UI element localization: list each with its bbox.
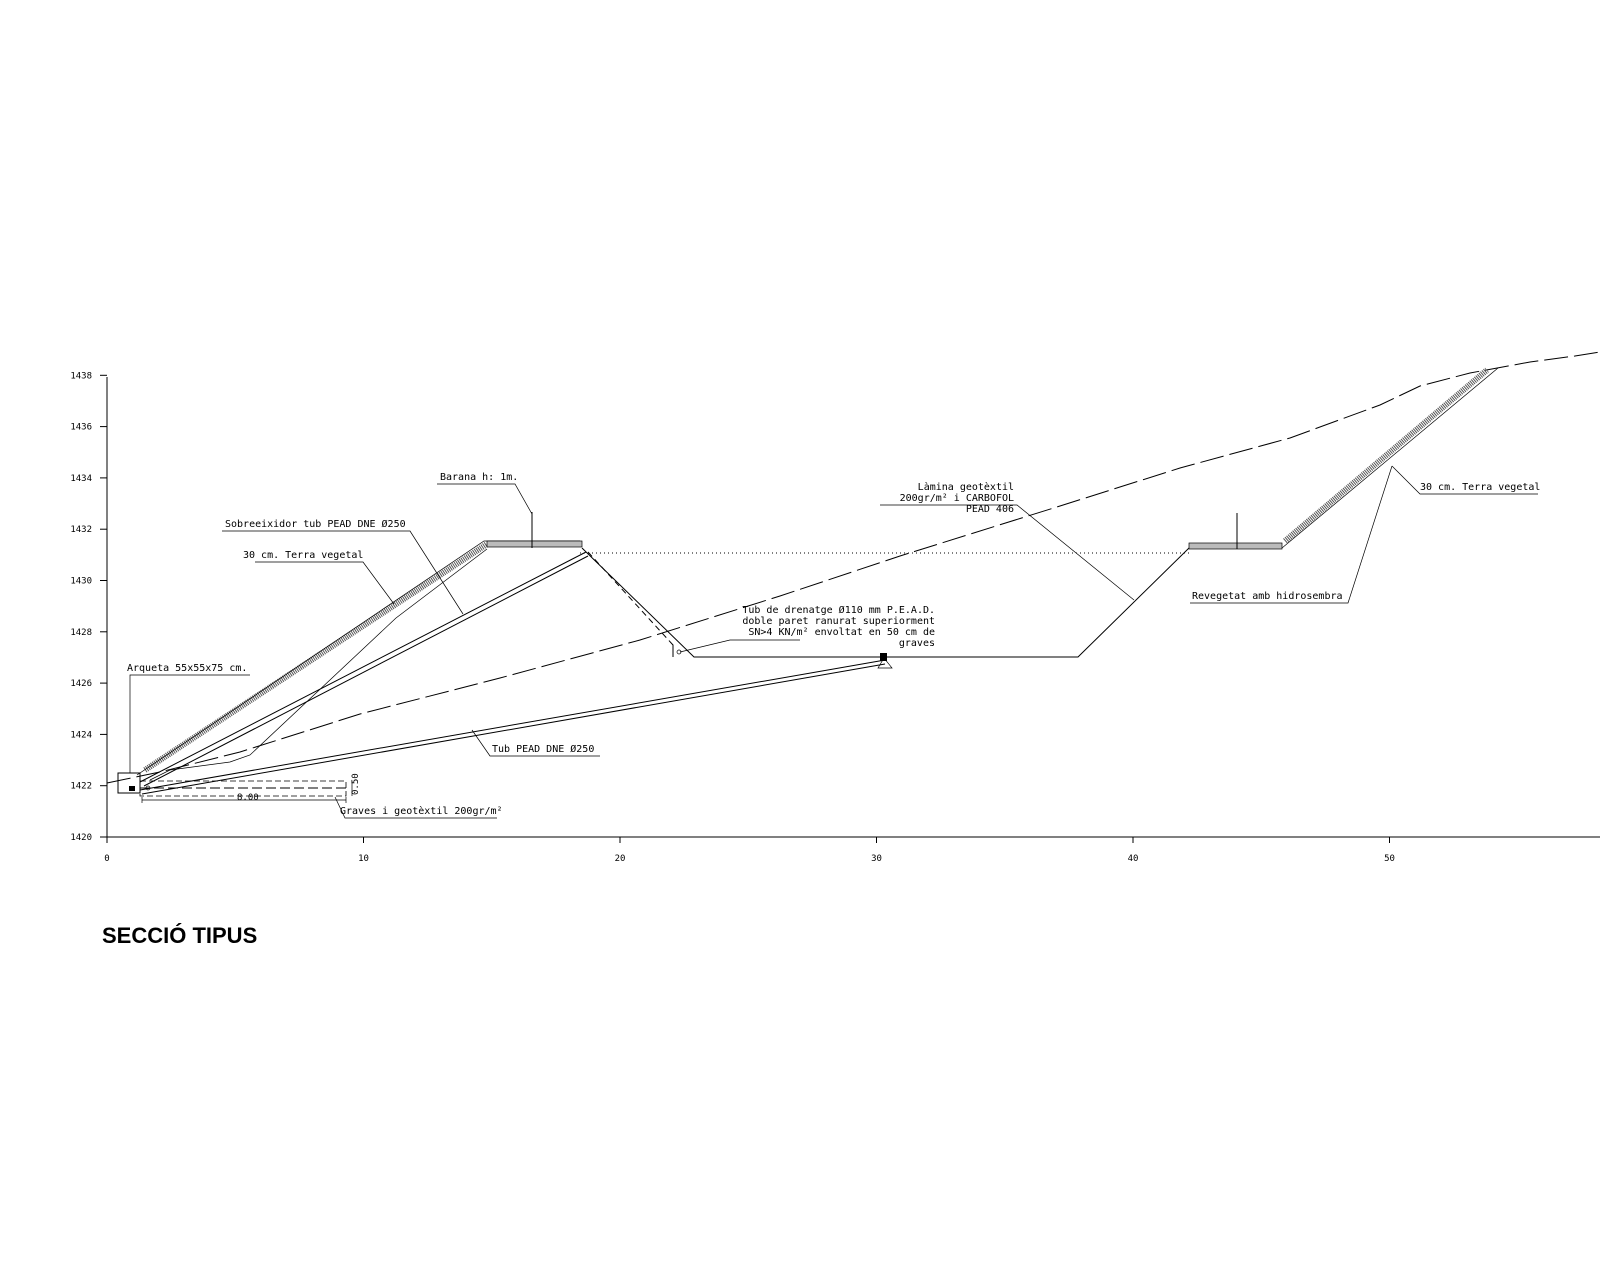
- arqueta-pipe: [129, 786, 135, 791]
- basin-left-liner: [587, 551, 674, 657]
- leader-barana: [437, 483, 533, 515]
- y-tick-label: 1424: [70, 730, 92, 740]
- annotation-tub-pead: Tub PEAD DNE Ø250: [471, 729, 600, 757]
- label-lamina-2: 200gr/m² i CARBOFOL: [900, 493, 1014, 504]
- annotation-barana: Barana h: 1m.: [437, 472, 533, 515]
- y-tick-label: 1434: [70, 474, 92, 484]
- label-tub-drenatge-2: doble paret ranurat superiorment: [742, 616, 935, 627]
- label-revegetat: Revegetat amb hidrosembra: [1192, 591, 1343, 602]
- y-tick-label: 1438: [70, 371, 92, 381]
- x-tick-label: 50: [1384, 854, 1395, 864]
- annotation-revegetat: Revegetat amb hidrosembra: [1190, 465, 1393, 604]
- y-tick-label: 1430: [70, 577, 92, 587]
- x-tick-label: 0: [104, 854, 109, 864]
- x-tick-label: 40: [1128, 854, 1139, 864]
- label-lamina-1: Làmina geotèxtil: [918, 481, 1014, 493]
- x-tick-label: 30: [871, 854, 882, 864]
- y-axis-ticks: 1420 1422 1424 1426 1428 1430 1432 1434 1436 1438: [70, 371, 107, 843]
- label-sobreeixidor: Sobreeixidor tub PEAD DNE Ø250: [225, 518, 406, 530]
- label-lamina-3: PEAD 406: [966, 504, 1014, 515]
- right-crest-strip: [1188, 542, 1283, 550]
- existing-terrain-line: [106, 351, 1600, 784]
- right-slope-line: [1281, 367, 1499, 549]
- y-tick-label: 1436: [70, 423, 92, 433]
- leader-revegetat: [1190, 465, 1393, 604]
- dimension-width-label: 8.00: [237, 793, 259, 803]
- y-tick-label: 1422: [70, 782, 92, 792]
- leader-tub-drenatge: [679, 639, 800, 653]
- leader-terra-vegetal-right: [1391, 465, 1538, 495]
- label-graves: Graves i geotèxtil 200gr/m²: [340, 805, 503, 817]
- main-pipe-line-2: [141, 663, 886, 795]
- annotation-terra-vegetal-left: 30 cm. Terra vegetal: [243, 550, 395, 605]
- label-barana: Barana h: 1m.: [440, 472, 518, 483]
- annotation-graves: Graves i geotèxtil 200gr/m²: [334, 796, 503, 819]
- annotation-sobreeixidor: Sobreeixidor tub PEAD DNE Ø250: [222, 518, 464, 615]
- label-tub-drenatge-3: SN>4 KN/m² envoltat en 50 cm de: [748, 627, 935, 638]
- overflow-pipe-line-2: [143, 555, 589, 787]
- y-tick-label: 1432: [70, 525, 92, 535]
- y-tick-label: 1426: [70, 679, 92, 689]
- section-title: SECCIÓ TIPUS: [102, 923, 257, 948]
- axes: 1420 1422 1424 1426 1428 1430 1432 1434 1436 1438…: [70, 371, 1600, 864]
- label-arqueta: Arqueta 55x55x75 cm.: [127, 663, 247, 674]
- pipe-outlet-block: [880, 653, 887, 661]
- x-tick-label: 10: [358, 854, 369, 864]
- arqueta-box: [117, 772, 141, 794]
- drain-pipe-marker: [676, 649, 682, 655]
- overflow-pipe-line-1: [139, 551, 587, 783]
- left-topsoil-layer: [143, 541, 489, 773]
- x-tick-label: 20: [615, 854, 626, 864]
- leader-tub-pead: [471, 729, 600, 757]
- annotation-lamina: Làmina geotèxtil 200gr/m² i CARBOFOL PEA…: [880, 481, 1135, 601]
- annotation-terra-vegetal-right: 30 cm. Terra vegetal: [1391, 465, 1540, 495]
- label-terra-vegetal-left: 30 cm. Terra vegetal: [243, 550, 363, 561]
- leader-sobreeixidor: [222, 530, 464, 615]
- annotation-tub-drenatge: Tub de drenatge Ø110 mm P.E.A.D. doble p…: [676, 604, 935, 655]
- right-topsoil-layer: [1283, 367, 1489, 544]
- leader-lamina: [880, 504, 1135, 601]
- dimension-height-label: 0.50: [351, 773, 361, 795]
- main-pipe-line-1: [139, 659, 886, 791]
- leader-arqueta: [129, 674, 250, 773]
- label-tub-drenatge-4: graves: [899, 638, 935, 649]
- leader-graves: [334, 796, 497, 819]
- left-slope-inner-line: [149, 548, 488, 781]
- left-crest-strip: [486, 540, 583, 548]
- leader-terra-vegetal-left: [255, 561, 395, 605]
- x-axis-ticks: 0 10 20 30 40 50: [104, 837, 1395, 864]
- label-terra-vegetal-right: 30 cm. Terra vegetal: [1420, 482, 1540, 493]
- label-tub-drenatge-1: Tub de drenatge Ø110 mm P.E.A.D.: [742, 604, 935, 616]
- left-slope-outer-line: [136, 540, 580, 776]
- pipe-outlet-support: [877, 657, 893, 669]
- y-tick-label: 1420: [70, 833, 92, 843]
- y-tick-label: 1428: [70, 628, 92, 638]
- label-tub-pead: Tub PEAD DNE Ø250: [492, 743, 594, 755]
- annotation-arqueta: Arqueta 55x55x75 cm.: [127, 663, 250, 773]
